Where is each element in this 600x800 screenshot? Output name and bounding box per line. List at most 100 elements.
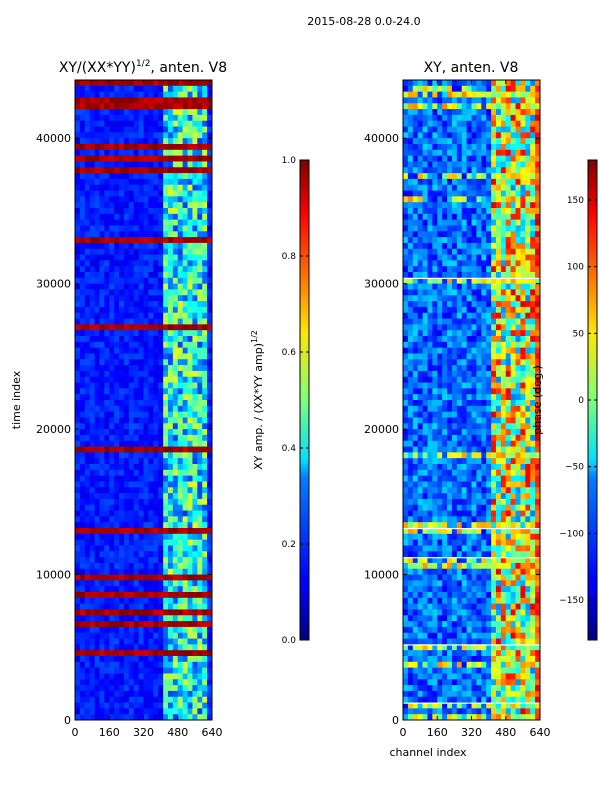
amplitude-heatmap-cell bbox=[109, 504, 115, 511]
amplitude-heatmap-cell bbox=[177, 464, 184, 471]
phase-heatmap-cell bbox=[535, 80, 540, 87]
amplitude-heatmap-cell bbox=[182, 289, 188, 296]
amplitude-heatmap-cell bbox=[84, 173, 91, 180]
phase-heatmap-cell bbox=[476, 103, 482, 110]
phase-heatmap-cell bbox=[510, 178, 516, 186]
amplitude-heatmap-cell bbox=[89, 417, 95, 424]
amplitude-heatmap-cell bbox=[177, 452, 184, 459]
phase-heatmap-cell bbox=[437, 178, 443, 186]
phase-heatmap-cell bbox=[407, 341, 414, 349]
amplitude-heatmap-cell bbox=[182, 382, 188, 389]
amplitude-heatmap-cell bbox=[138, 277, 144, 285]
amplitude-heatmap-cell bbox=[75, 114, 81, 122]
amplitude-heatmap-cell bbox=[187, 336, 193, 343]
phase-heatmap-cell bbox=[505, 184, 512, 191]
phase-heatmap-cell bbox=[407, 149, 414, 157]
phase-heatmap-cell bbox=[451, 376, 458, 383]
amplitude-heatmap-cell bbox=[148, 516, 154, 523]
phase-heatmap-cell bbox=[422, 434, 428, 442]
amplitude-heatmap-cell bbox=[177, 615, 184, 622]
amplitude-heatmap-cell bbox=[197, 242, 203, 250]
phase-heatmap-cell bbox=[456, 138, 463, 145]
amplitude-heatmap-cell bbox=[192, 644, 198, 651]
amplitude-heatmap-cell bbox=[75, 365, 81, 372]
phase-heatmap-cell bbox=[407, 91, 414, 98]
amplitude-heatmap-cell bbox=[158, 574, 164, 581]
amplitude-heatmap-cell bbox=[119, 452, 125, 459]
amplitude-heatmap-cell bbox=[202, 190, 208, 197]
phase-heatmap-cell bbox=[476, 178, 482, 186]
phase-heatmap-cell bbox=[427, 120, 433, 127]
amplitude-heatmap-cell bbox=[119, 504, 125, 511]
amplitude-heatmap-cell bbox=[187, 667, 193, 674]
amplitude-heatmap-cell bbox=[79, 626, 86, 634]
phase-heatmap-cell bbox=[476, 400, 482, 407]
amplitude-heatmap-cell bbox=[202, 208, 208, 215]
amplitude-heatmap-cell bbox=[119, 353, 125, 360]
amplitude-heatmap-cell bbox=[158, 510, 164, 517]
amplitude-heatmap-cell bbox=[207, 144, 212, 151]
phase-heatmap-cell bbox=[530, 423, 536, 430]
amplitude-heatmap-cell bbox=[148, 161, 154, 168]
amplitude-heatmap-cell bbox=[182, 434, 188, 442]
amplitude-heatmap-cell bbox=[104, 370, 110, 378]
phase-heatmap-cell bbox=[495, 190, 502, 197]
phase-heatmap-cell bbox=[520, 161, 526, 168]
amplitude-heatmap-cell bbox=[202, 365, 208, 372]
amplitude-heatmap-cell bbox=[114, 528, 120, 535]
amplitude-heatmap-cell bbox=[119, 336, 125, 343]
amplitude-heatmap-cell bbox=[207, 650, 212, 657]
phase-heatmap-cell bbox=[403, 196, 409, 203]
amplitude-heatmap-cell bbox=[197, 301, 203, 308]
amplitude-heatmap-cell bbox=[182, 673, 188, 680]
amplitude-heatmap-cell bbox=[143, 516, 149, 523]
phase-heatmap-cell bbox=[471, 318, 477, 325]
phase-heatmap-cell bbox=[495, 336, 502, 343]
amplitude-heatmap-cell bbox=[128, 423, 135, 430]
amplitude-heatmap-cell bbox=[79, 330, 86, 337]
phase-heatmap-cell bbox=[466, 161, 472, 168]
phase-heatmap-cell bbox=[447, 242, 453, 250]
amplitude-heatmap-cell bbox=[172, 667, 179, 674]
amplitude-heatmap-cell bbox=[79, 545, 86, 552]
phase-heatmap-cell bbox=[495, 295, 502, 302]
amplitude-heatmap-cell bbox=[207, 685, 212, 692]
amplitude-heatmap-cell bbox=[119, 405, 125, 413]
amplitude-heatmap-cell bbox=[79, 213, 86, 221]
amplitude-heatmap-cell bbox=[202, 644, 208, 651]
amplitude-heatmap-cell bbox=[109, 539, 115, 546]
amplitude-heatmap-cell bbox=[163, 696, 169, 703]
phase-heatmap-cell bbox=[515, 423, 521, 430]
amplitude-heatmap-cell bbox=[94, 621, 100, 628]
phase-heatmap-cell bbox=[442, 91, 448, 98]
amplitude-heatmap-cell bbox=[153, 621, 159, 628]
amplitude-heatmap-cell bbox=[192, 336, 198, 343]
amplitude-heatmap-cell bbox=[99, 638, 105, 645]
phase-heatmap-cell bbox=[500, 272, 507, 279]
amplitude-heatmap-cell bbox=[109, 638, 115, 645]
amplitude-heatmap-cell bbox=[192, 493, 198, 500]
amplitude-heatmap-cell bbox=[79, 446, 86, 453]
amplitude-heatmap-cell bbox=[192, 184, 198, 191]
phase-heatmap-cell bbox=[476, 260, 482, 267]
amplitude-heatmap-cell bbox=[197, 283, 203, 290]
amplitude-heatmap-cell bbox=[84, 615, 91, 622]
phase-heatmap-cell bbox=[432, 405, 438, 413]
amplitude-heatmap-cell bbox=[133, 638, 139, 645]
phase-heatmap-cell bbox=[495, 219, 502, 226]
amplitude-heatmap-cell bbox=[119, 359, 125, 366]
amplitude-heatmap-cell bbox=[207, 638, 212, 645]
amplitude-heatmap-cell bbox=[143, 464, 149, 471]
amplitude-heatmap-cell bbox=[158, 120, 164, 127]
phase-heatmap-cell bbox=[476, 388, 482, 395]
amplitude-heatmap-cell bbox=[94, 272, 100, 279]
phase-heatmap-cell bbox=[525, 126, 531, 133]
phase-heatmap-cell bbox=[407, 126, 414, 133]
amplitude-heatmap-cell bbox=[133, 562, 139, 570]
phase-heatmap-cell bbox=[417, 167, 423, 174]
phase-heatmap-cell bbox=[491, 213, 497, 221]
amplitude-heatmap-cell bbox=[123, 144, 130, 151]
phase-heatmap-cell bbox=[447, 97, 453, 104]
phase-heatmap-cell bbox=[530, 318, 536, 325]
amplitude-heatmap-cell bbox=[123, 464, 130, 471]
